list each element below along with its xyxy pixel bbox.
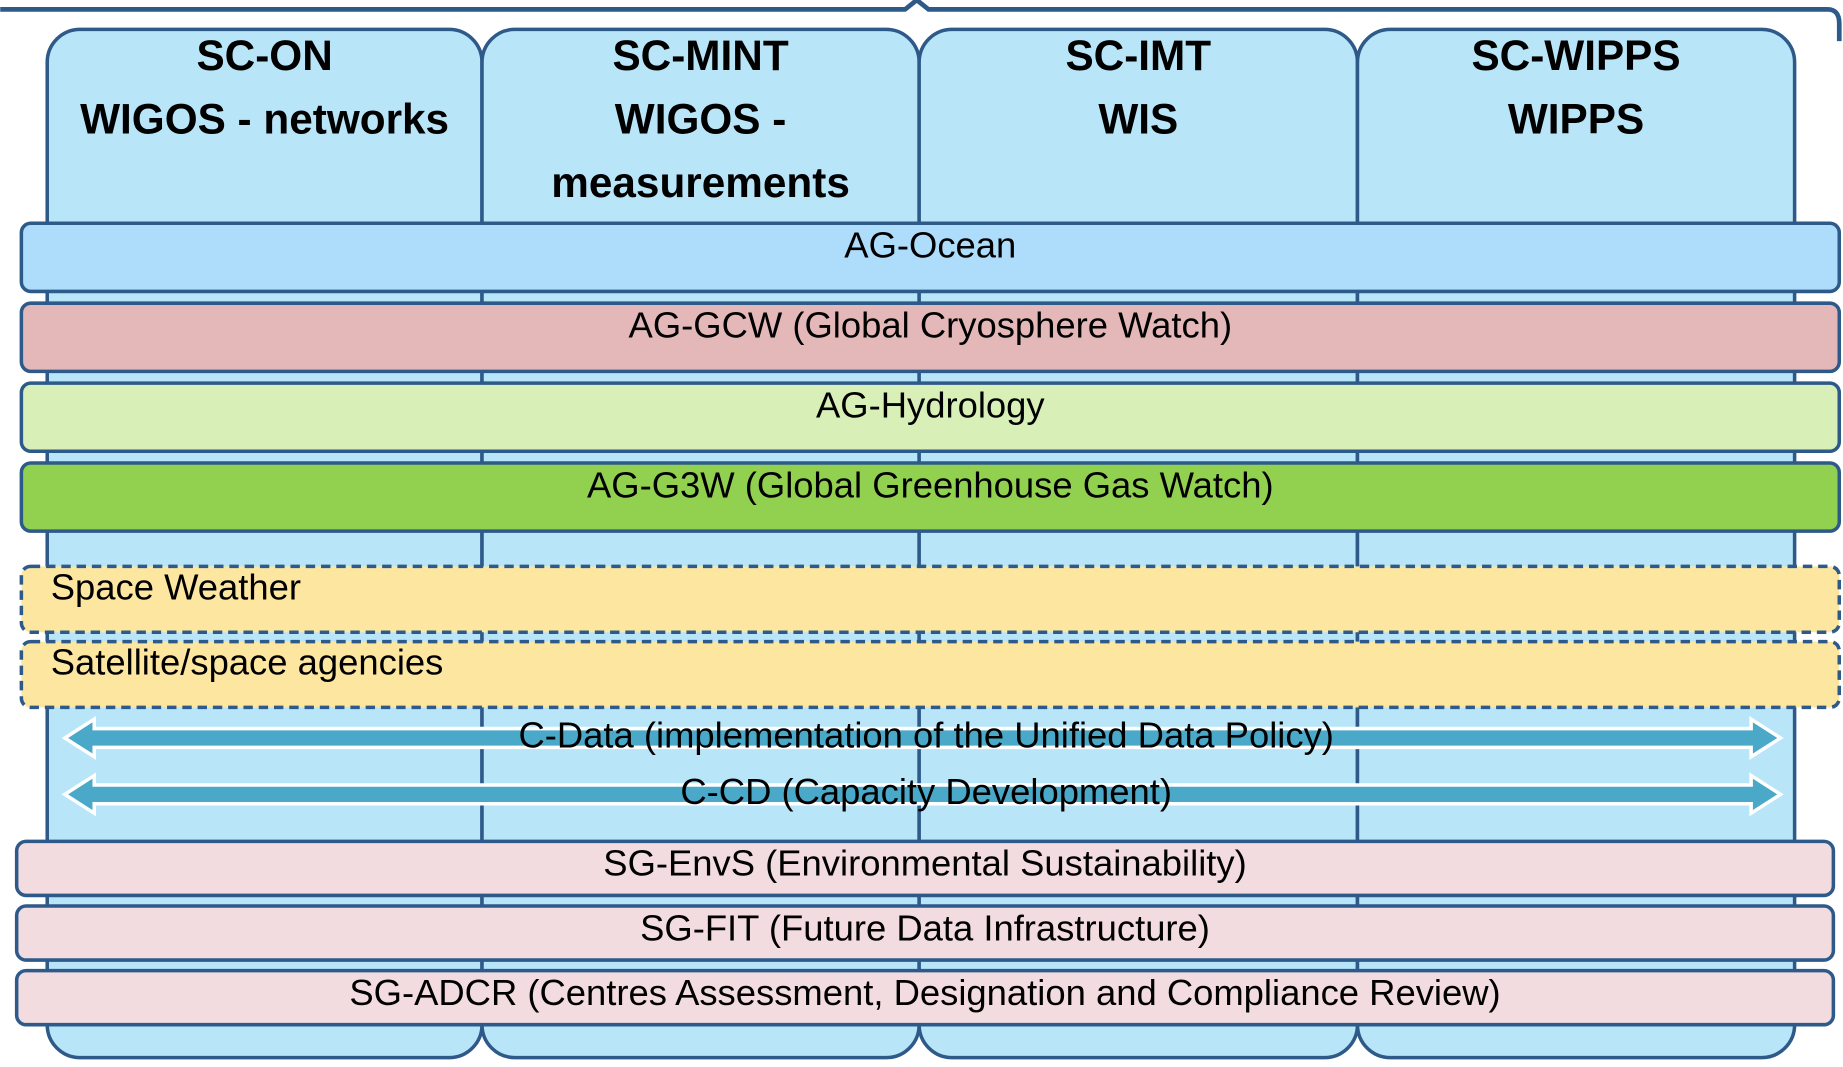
group-label: SG-FIT (Future Data Infrastructure) [640, 907, 1210, 948]
column-header: WIPPS [1508, 95, 1644, 142]
group-label: Space Weather [51, 567, 301, 608]
column-header: measurements [551, 159, 850, 206]
bracket [0, 0, 1842, 42]
group-label: AG-GCW (Global Cryosphere Watch) [629, 304, 1233, 345]
group-bar [14, 968, 1836, 1027]
group-label: SG-EnvS (Environmental Sustainability) [603, 843, 1246, 884]
group-bar [19, 301, 1842, 374]
column-header: WIS [1098, 95, 1178, 142]
group-bar [14, 839, 1836, 898]
group-label: C-Data (implementation of the Unified Da… [518, 715, 1333, 756]
group-label: C-CD (Capacity Development) [680, 771, 1172, 812]
group-label: AG-Hydrology [816, 384, 1045, 425]
bars: AG-Ocean AG-GCW (Global Cryosphere Watch)… [14, 221, 1842, 1027]
group-label: SG-ADCR (Centres Assessment, Designation… [349, 972, 1500, 1013]
column-header: SC-ON [196, 32, 332, 79]
group-bar [19, 639, 1842, 710]
column [917, 27, 1360, 1060]
group-bar [19, 221, 1842, 294]
column [1355, 27, 1797, 1060]
group-label: AG-Ocean [844, 225, 1016, 266]
double-arrow [61, 772, 1784, 817]
column-header: WIGOS - networks [80, 95, 449, 142]
column-header: SC-IMT [1065, 32, 1211, 79]
group-bar [19, 564, 1842, 634]
column-header: WIGOS - [615, 95, 787, 142]
column [45, 27, 484, 1060]
group-bar [19, 461, 1842, 533]
columns: SC-ON WIGOS - networks SC-MINT WIGOS - measu… [45, 27, 1797, 1060]
group-label: AG-G3W (Global Greenhouse Gas Watch) [587, 464, 1274, 505]
column-header: SC-WIPPS [1471, 32, 1680, 79]
column-header: SC-MINT [612, 32, 788, 79]
group-label: Satellite/space agencies [51, 642, 444, 683]
group-bar [14, 904, 1836, 962]
double-arrow [61, 715, 1784, 760]
group-bar [19, 381, 1842, 454]
